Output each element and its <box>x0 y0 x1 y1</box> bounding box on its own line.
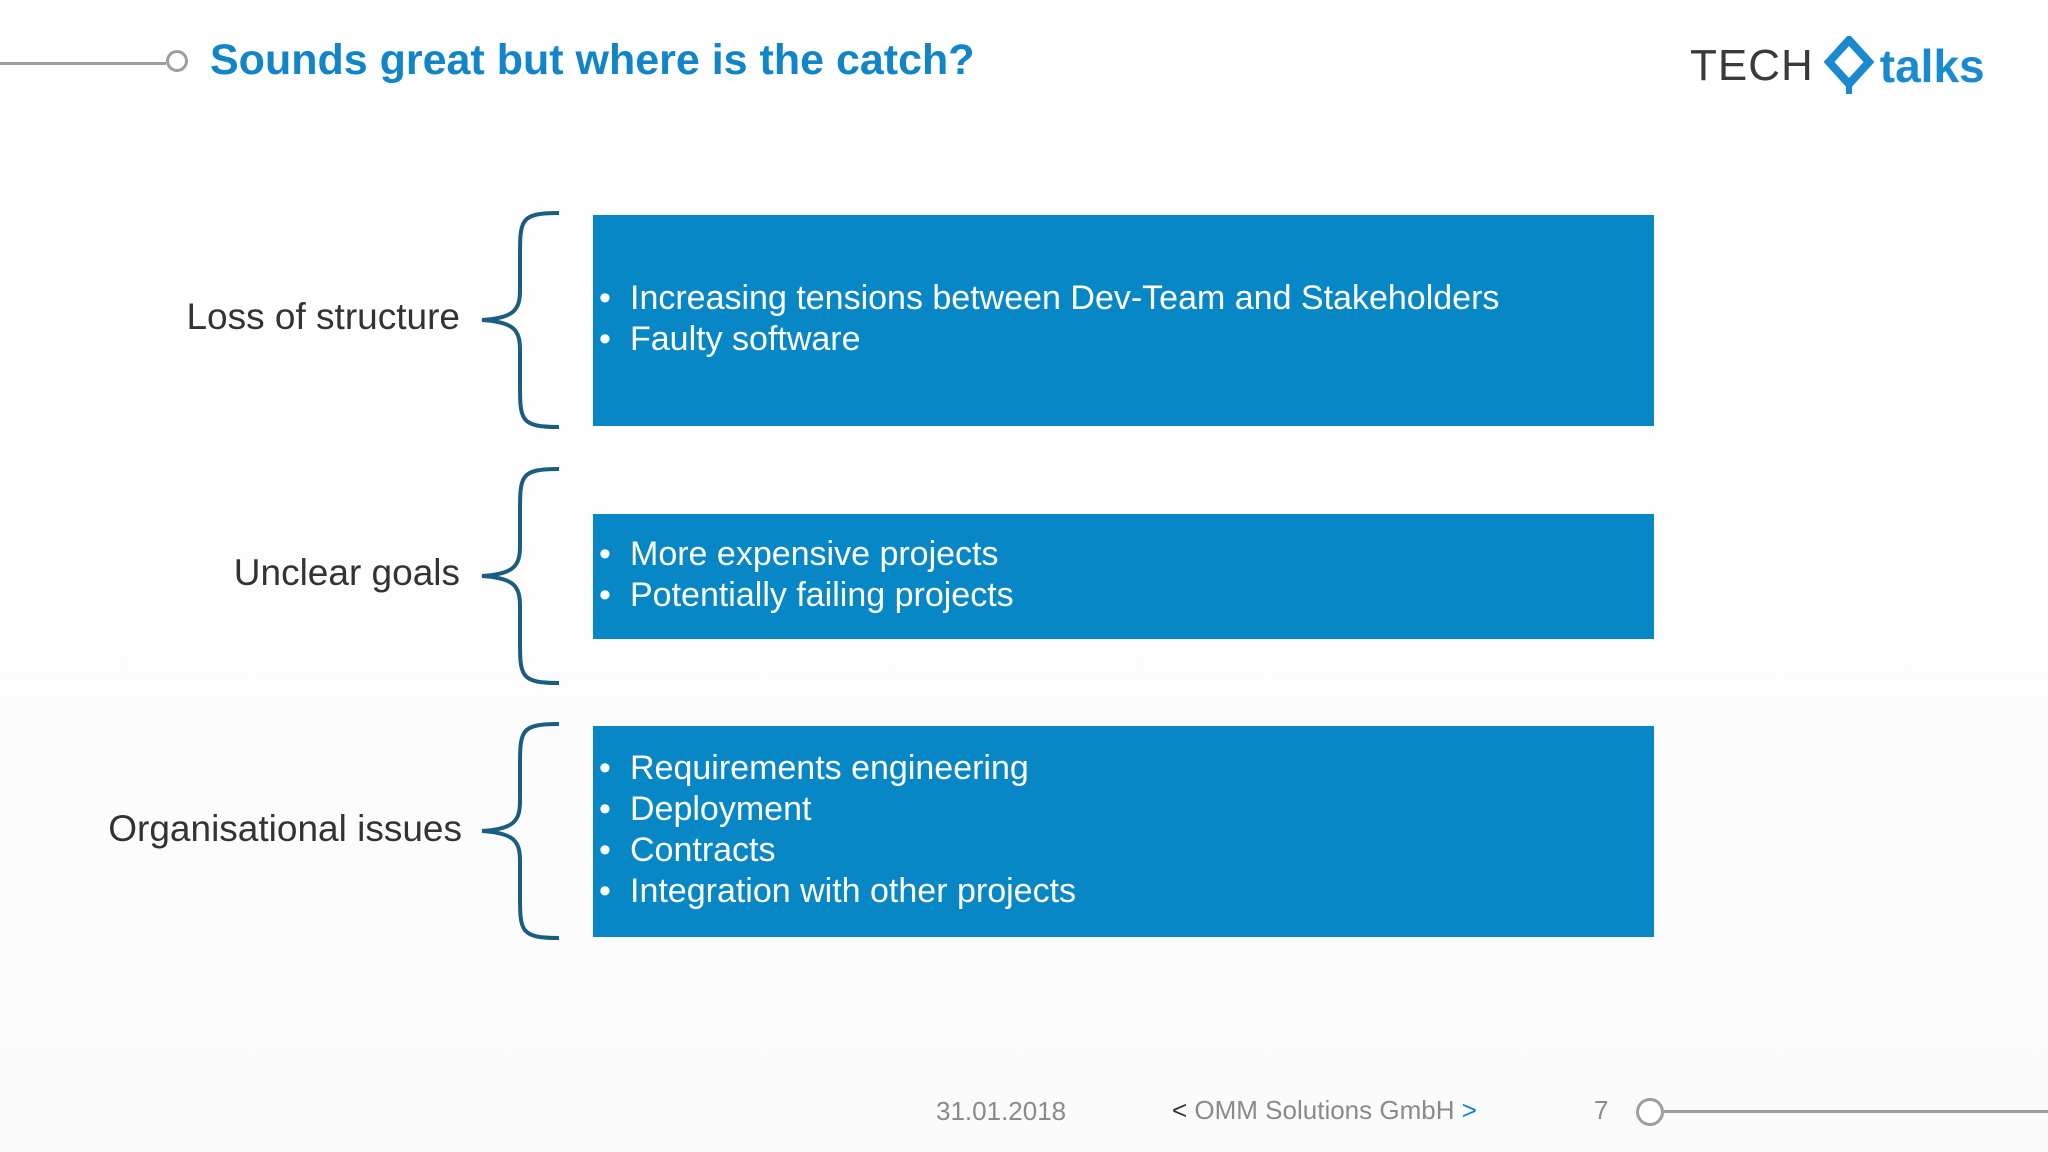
bullet-box-organisational-issues: Requirements engineering Deployment Cont… <box>593 726 1654 937</box>
bullet-list: Increasing tensions between Dev-Team and… <box>593 278 1634 360</box>
list-item: More expensive projects <box>593 534 1634 575</box>
logo-talks-text: talks <box>1879 40 1985 92</box>
header-rule <box>0 62 166 65</box>
circle-marker-icon <box>1636 1098 1664 1126</box>
footer-company-name: OMM Solutions GmbH <box>1194 1095 1455 1125</box>
curly-brace-icon <box>481 722 560 940</box>
list-item: Deployment <box>593 789 1634 830</box>
bullet-box-unclear-goals: More expensive projects Potentially fail… <box>593 514 1654 639</box>
footer-company: < OMM Solutions GmbH > <box>1172 1095 1477 1126</box>
footer-rule <box>1664 1110 2048 1113</box>
bullet-list: More expensive projects Potentially fail… <box>593 534 1634 616</box>
circle-marker-icon <box>166 50 188 72</box>
list-item: Faulty software <box>593 319 1634 360</box>
bullet-box-loss-of-structure: Increasing tensions between Dev-Team and… <box>593 215 1654 426</box>
row-label-loss-of-structure: Loss of structure <box>186 296 460 337</box>
list-item: Increasing tensions between Dev-Team and… <box>593 278 1634 319</box>
row-label-organisational-issues: Organisational issues <box>108 808 462 849</box>
footer-company-close: > <box>1461 1095 1477 1125</box>
list-item: Integration with other projects <box>593 871 1634 912</box>
page-number: 7 <box>1594 1095 1609 1125</box>
list-item: Potentially failing projects <box>593 575 1634 616</box>
diamond-chevron-logo-icon <box>1823 36 1875 94</box>
tech-talks-logo: TECH talks <box>1690 36 1985 96</box>
footer-company-open: < <box>1172 1095 1188 1125</box>
list-item: Requirements engineering <box>593 748 1634 789</box>
logo-tech-text: TECH <box>1690 41 1814 90</box>
footer-date: 31.01.2018 <box>936 1096 1067 1126</box>
row-label-unclear-goals: Unclear goals <box>233 552 460 593</box>
curly-brace-icon <box>481 211 560 429</box>
slide-title: Sounds great but where is the catch? <box>210 36 975 84</box>
bullet-list: Requirements engineering Deployment Cont… <box>593 748 1634 912</box>
list-item: Contracts <box>593 830 1634 871</box>
curly-brace-icon <box>481 467 560 685</box>
